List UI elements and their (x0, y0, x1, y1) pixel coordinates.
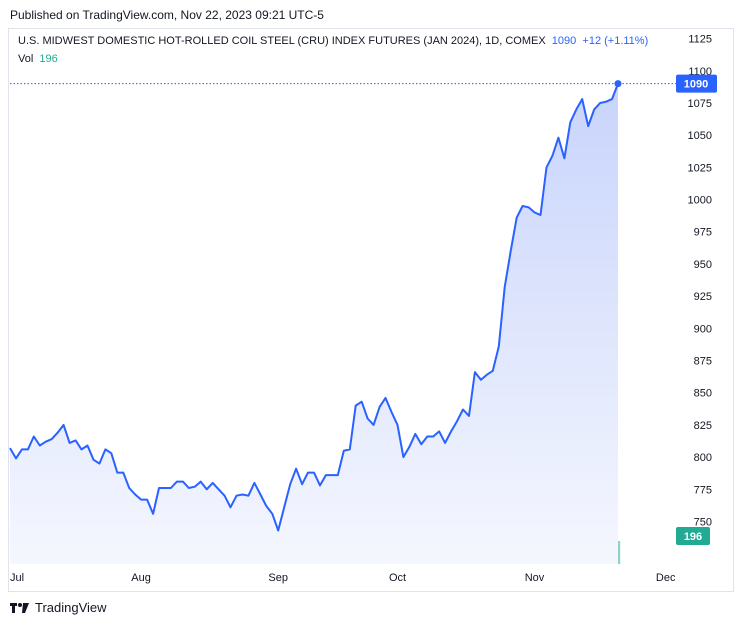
time-tick-label: Dec (656, 572, 676, 584)
price-tick-label: 825 (694, 420, 712, 432)
volume-bar (615, 541, 621, 564)
price-tick-label: 1025 (688, 162, 712, 174)
volume-value: 196 (39, 53, 58, 65)
price-tick-label: 1075 (688, 98, 712, 110)
price-axis[interactable]: 750 775 800 825 850 875 900 925 950 975 1000 1025 10… (688, 34, 712, 529)
volume-badge-label: 196 (684, 531, 702, 543)
price-tick-label: 1050 (688, 130, 712, 142)
last-price-dot (614, 80, 622, 88)
chart-frame (8, 28, 734, 592)
price-tick-label: 775 (694, 484, 712, 496)
price-line (9, 83, 619, 532)
footer-brand[interactable]: TradingView (10, 600, 107, 615)
price-tick-label: 800 (694, 452, 712, 464)
price-area (10, 83, 618, 564)
volume-badge: 196 (676, 527, 710, 545)
symbol-title: U.S. MIDWEST DOMESTIC HOT-ROLLED COIL ST… (18, 35, 546, 47)
price-change: +12 (+1.11%) (582, 35, 649, 47)
time-tick-label: Oct (389, 572, 406, 584)
brand-name: TradingView (35, 600, 107, 615)
price-badge-label: 1090 (684, 79, 708, 91)
time-tick-label: Jul (10, 572, 24, 584)
volume-legend: Vol 196 (18, 53, 58, 65)
time-tick-label: Nov (525, 572, 545, 584)
chart-legend[interactable]: U.S. MIDWEST DOMESTIC HOT-ROLLED COIL ST… (18, 35, 648, 47)
price-tick-label: 850 (694, 388, 712, 400)
price-tick-label: 925 (694, 291, 712, 303)
price-tick-label: 950 (694, 259, 712, 271)
price-badge: 1090 (676, 74, 717, 93)
tradingview-logo-icon (10, 602, 29, 613)
price-tick-label: 875 (694, 356, 712, 368)
time-axis[interactable]: Jul Aug Sep Oct Nov Dec (10, 572, 676, 584)
price-tick-label: 1000 (688, 195, 712, 207)
published-caption: Published on TradingView.com, Nov 22, 20… (10, 8, 324, 22)
time-tick-label: Sep (268, 572, 288, 584)
price-tick-label: 975 (694, 227, 712, 239)
volume-label: Vol (18, 53, 34, 65)
time-tick-label: Aug (131, 572, 151, 584)
price-tick-label: 900 (694, 323, 712, 335)
price-tick-label: 750 (694, 517, 712, 529)
last-price: 1090 (551, 35, 577, 47)
price-tick-label: 1125 (688, 34, 712, 46)
